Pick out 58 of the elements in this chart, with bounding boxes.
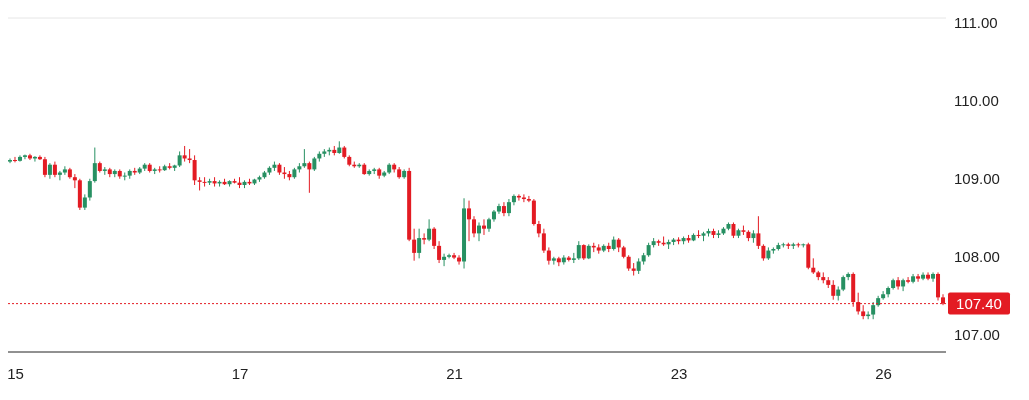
x-tick-label: 21 — [446, 364, 463, 382]
candlestick — [526, 195, 531, 203]
candlestick — [42, 156, 47, 178]
candlestick — [467, 200, 472, 242]
candlestick — [831, 279, 836, 301]
candlestick — [511, 193, 516, 206]
candlestick — [806, 242, 811, 270]
candlestick — [92, 147, 97, 184]
candlestick — [901, 278, 906, 292]
candlestick — [881, 290, 886, 301]
candlestick — [931, 271, 936, 283]
ref-line-label: 107.40 — [956, 294, 1002, 312]
candlestick — [916, 273, 921, 283]
candlestick — [12, 156, 17, 163]
candlestick — [437, 240, 442, 264]
candlestick — [896, 276, 901, 291]
candlestick — [576, 240, 581, 261]
candlestick — [546, 246, 551, 266]
candlestick — [412, 228, 417, 262]
candlestick — [17, 154, 22, 163]
y-tick-label: 108.00 — [954, 248, 1000, 266]
candlestick — [72, 173, 77, 189]
candlestick — [531, 198, 536, 227]
candlestick — [472, 215, 477, 238]
candlestick — [422, 232, 427, 245]
candlestick — [521, 193, 526, 203]
candlestick — [452, 252, 457, 260]
candlestick — [432, 226, 437, 250]
candlestick — [936, 271, 941, 301]
candlestick — [417, 228, 422, 259]
candlestick — [8, 157, 12, 164]
candlestick — [427, 218, 432, 242]
y-tick-label: 110.00 — [954, 92, 999, 110]
y-tick-label: 109.00 — [954, 170, 1000, 188]
candlestick — [541, 228, 546, 254]
candlestick — [62, 165, 67, 176]
candlestick — [302, 148, 307, 169]
candlestick — [307, 161, 312, 194]
candlestick — [87, 178, 92, 202]
candlestick — [921, 271, 926, 281]
candlestick — [756, 215, 761, 250]
x-tick-label: 26 — [875, 364, 892, 382]
candlestick — [926, 271, 931, 281]
candlestick — [157, 165, 162, 174]
candlestick — [477, 221, 481, 242]
y-tick-label: 107.00 — [954, 326, 1000, 344]
candlestick — [906, 276, 911, 284]
x-tick-label: 23 — [670, 364, 688, 382]
candlestick — [192, 154, 197, 186]
candlestick — [501, 201, 506, 217]
candlestick — [202, 176, 207, 188]
candlestick — [442, 253, 447, 267]
y-tick-label: 111.00 — [954, 14, 998, 32]
x-tick-label: 15 — [7, 364, 24, 382]
candlestick — [27, 153, 32, 161]
candlestick — [886, 285, 891, 298]
x-tick-label: 17 — [231, 364, 249, 382]
candlestick — [481, 218, 486, 236]
